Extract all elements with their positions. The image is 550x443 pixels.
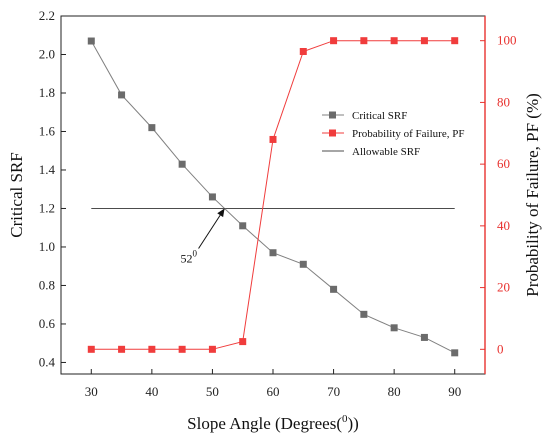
- critical-srf-point: [208, 193, 216, 201]
- x-axis-title-end: )): [348, 414, 359, 433]
- critical-srf-point: [239, 222, 247, 230]
- pf-point: [87, 345, 95, 353]
- left-tick-label: 1.8: [39, 85, 55, 100]
- left-tick-label: 0.6: [39, 316, 56, 331]
- y-axis-title-right: Probability of Failure, PF (%): [523, 93, 542, 297]
- critical-srf-point: [420, 333, 428, 341]
- x-axis-title-superscript: 0: [342, 413, 348, 425]
- legend-label-critical-srf: Critical SRF: [352, 110, 407, 122]
- x-axis-title: Slope Angle (Degrees(0)): [187, 413, 359, 433]
- critical-srf-point: [148, 124, 156, 132]
- pf-point: [118, 345, 126, 353]
- right-tick-label: 0: [497, 341, 504, 356]
- bottom-axis-ticks: 30 40 50 60 70 80 90: [85, 369, 461, 399]
- series-critical-srf: [87, 37, 459, 357]
- right-tick-label: 60: [497, 156, 510, 171]
- bottom-tick-label: 50: [206, 384, 219, 399]
- right-tick-label: 40: [497, 218, 510, 233]
- pf-point: [299, 47, 307, 55]
- critical-srf-line: [90, 40, 455, 354]
- critical-srf-point: [390, 324, 398, 332]
- annotation-arrow-head: [217, 208, 225, 218]
- annotation: 520: [181, 208, 225, 265]
- bottom-tick-label: 70: [327, 384, 340, 399]
- pf-point: [239, 338, 247, 346]
- pf-point: [330, 37, 338, 45]
- left-tick-label: 0.4: [39, 354, 56, 369]
- pf-point: [148, 345, 156, 353]
- legend-item-probability-of-failure: Probability of Failure, PF: [322, 128, 464, 140]
- pf-point: [269, 135, 277, 143]
- bottom-tick-label: 40: [145, 384, 158, 399]
- annotation-value: 52: [181, 251, 193, 265]
- pf-point: [420, 37, 428, 45]
- pf-point: [360, 37, 368, 45]
- critical-srf-point: [87, 37, 95, 45]
- y-axis-title-left: Critical SRF: [7, 152, 26, 237]
- pf-line: [91, 40, 455, 350]
- bottom-tick-label: 80: [388, 384, 401, 399]
- legend-item-critical-srf: Critical SRF: [322, 110, 407, 122]
- plot-frame: [60, 15, 486, 375]
- bottom-tick-label: 60: [267, 384, 280, 399]
- legend-item-allowable-srf: Allowable SRF: [322, 146, 420, 158]
- pf-point: [208, 345, 216, 353]
- bottom-tick-label: 90: [448, 384, 461, 399]
- annotation-label: 520: [181, 248, 198, 265]
- legend-box: [316, 106, 478, 164]
- x-axis-title-main: Slope Angle (Degrees(: [187, 414, 342, 433]
- series-probability-of-failure: [87, 37, 459, 353]
- legend-label-allowable-srf: Allowable SRF: [352, 146, 420, 158]
- right-tick-label: 20: [497, 280, 510, 295]
- critical-srf-point: [269, 249, 277, 257]
- right-tick-label: 100: [497, 33, 517, 48]
- bottom-tick-label: 30: [85, 384, 98, 399]
- legend: Critical SRF Probability of Failure, PF …: [316, 106, 478, 164]
- left-tick-label: 1.2: [39, 200, 55, 215]
- legend-marker-pf: [329, 129, 336, 137]
- critical-srf-point: [451, 349, 459, 357]
- critical-srf-point: [330, 285, 338, 293]
- left-tick-label: 1.4: [39, 162, 56, 177]
- left-tick-label: 1.0: [39, 239, 55, 254]
- left-tick-label: 1.6: [39, 123, 56, 138]
- critical-srf-point: [178, 160, 186, 168]
- legend-label-probability-of-failure: Probability of Failure, PF: [352, 128, 464, 140]
- critical-srf-point: [299, 260, 307, 268]
- critical-srf-point: [360, 310, 368, 318]
- annotation-superscript: 0: [193, 248, 198, 258]
- pf-point: [451, 37, 459, 45]
- pf-point: [390, 37, 398, 45]
- right-axis-ticks: 0 20 40 60 80 100: [480, 33, 517, 356]
- left-tick-label: 2.0: [39, 46, 55, 61]
- pf-point: [178, 345, 186, 353]
- left-tick-label: 0.8: [39, 277, 55, 292]
- left-tick-label: 2.2: [39, 8, 55, 23]
- legend-marker-srf: [329, 111, 336, 119]
- left-axis-ticks: 0.4 0.6 0.8 1.0 1.2 1.4 1.6 1.8 2.0 2.2: [39, 8, 66, 369]
- critical-srf-point: [118, 91, 126, 99]
- right-tick-label: 80: [497, 94, 510, 109]
